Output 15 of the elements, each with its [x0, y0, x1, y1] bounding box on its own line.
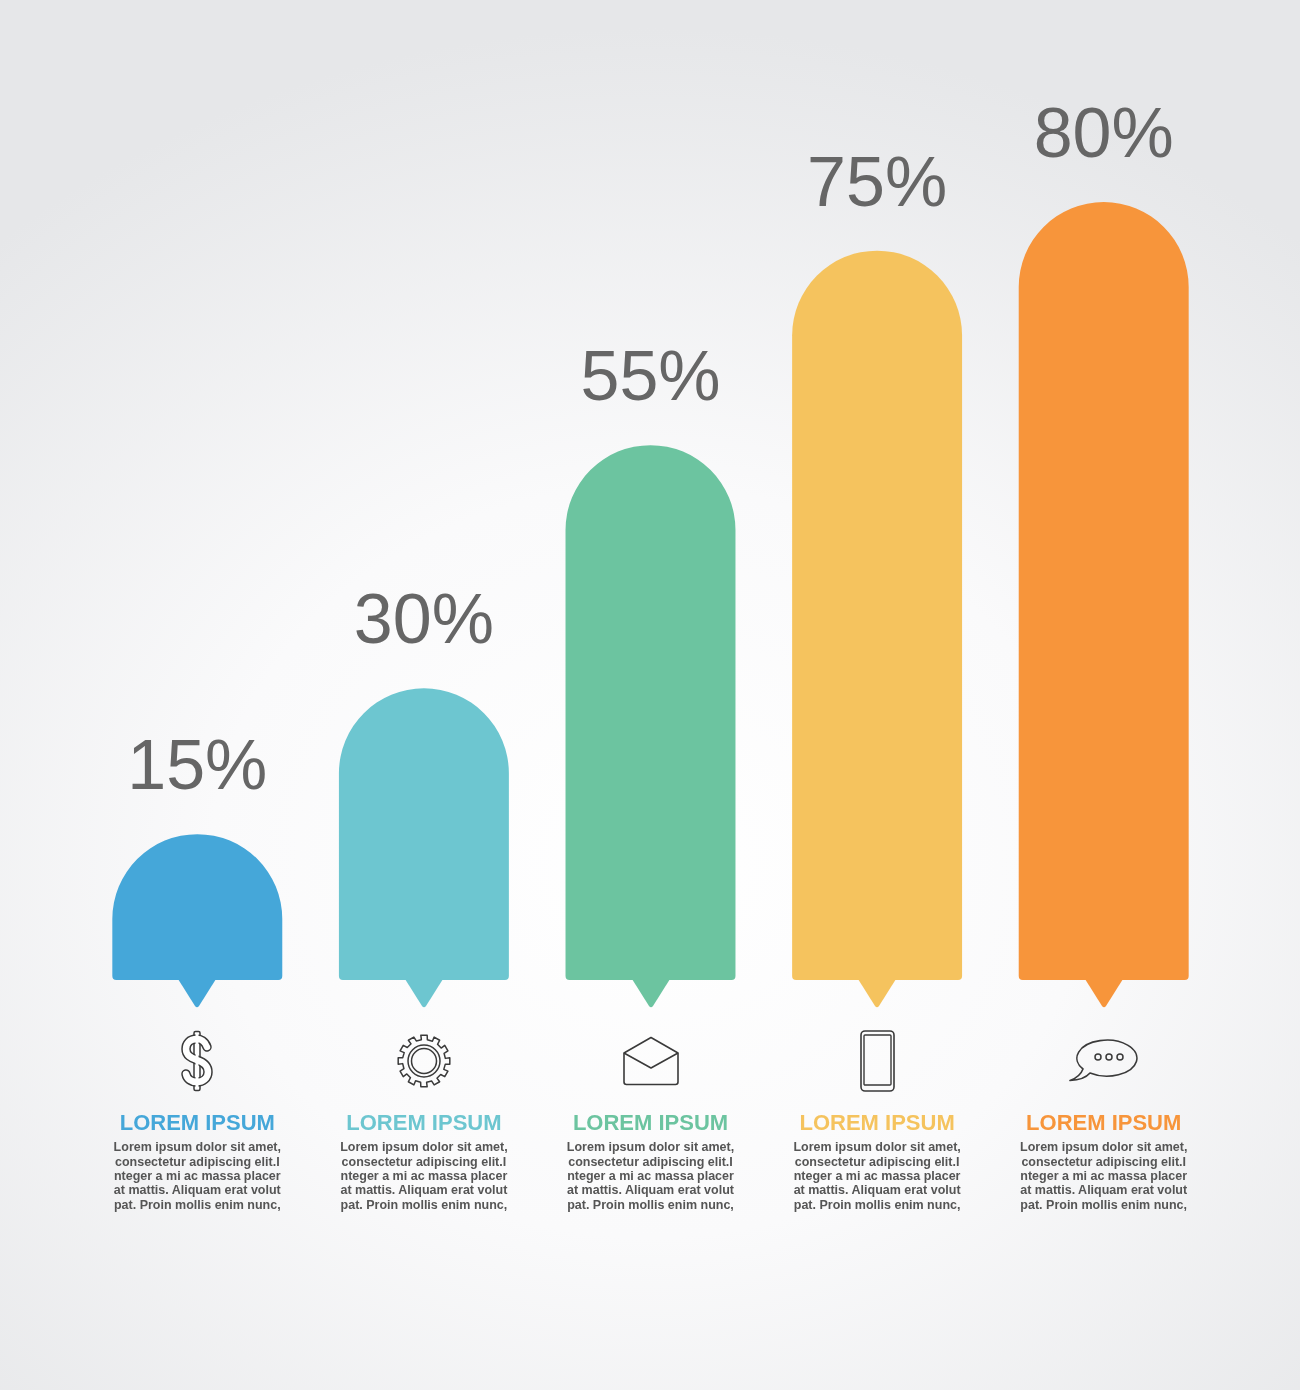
- x-tick-label: LOREM IPSUM: [799, 1109, 955, 1135]
- data-label: 30%: [353, 580, 494, 659]
- x-tick-label: LOREM IPSUM: [346, 1109, 502, 1135]
- text: Lorem ipsum dolor sit amet, consectetur adipiscing elit.I nteger a mi ac massa placer at mattis. Aliquam erat volut pat. Proin mollis enim nunc,: [566, 1140, 735, 1212]
- text: Lorem ipsum dolor sit amet, consectetur adipiscing elit.I nteger a mi ac massa placer at mattis. Aliquam erat volut pat. Proin mollis enim nunc,: [793, 1140, 962, 1212]
- data-label: 80%: [1033, 94, 1174, 172]
- text: Lorem ipsum dolor sit amet, consectetur adipiscing elit.I nteger a mi ac massa placer at mattis. Aliquam erat volut pat. Proin mollis enim nunc,: [113, 1140, 282, 1212]
- text: Lorem ipsum dolor sit amet, consectetur adipiscing elit.I nteger a mi ac massa placer at mattis. Aliquam erat volut pat. Proin mollis enim nunc,: [1020, 1140, 1188, 1212]
- data-label: 75%: [807, 142, 948, 221]
- x-tick-label: LOREM IPSUM: [119, 1109, 275, 1135]
- data-label: 55%: [580, 337, 721, 416]
- data-label: 15%: [127, 726, 268, 805]
- x-tick-label: LOREM IPSUM: [1026, 1109, 1182, 1135]
- text: Lorem ipsum dolor sit amet, consectetur adipiscing elit.I nteger a mi ac massa placer at mattis. Aliquam erat volut pat. Proin mollis enim nunc,: [340, 1140, 509, 1212]
- x-tick-label: LOREM IPSUM: [572, 1109, 729, 1135]
